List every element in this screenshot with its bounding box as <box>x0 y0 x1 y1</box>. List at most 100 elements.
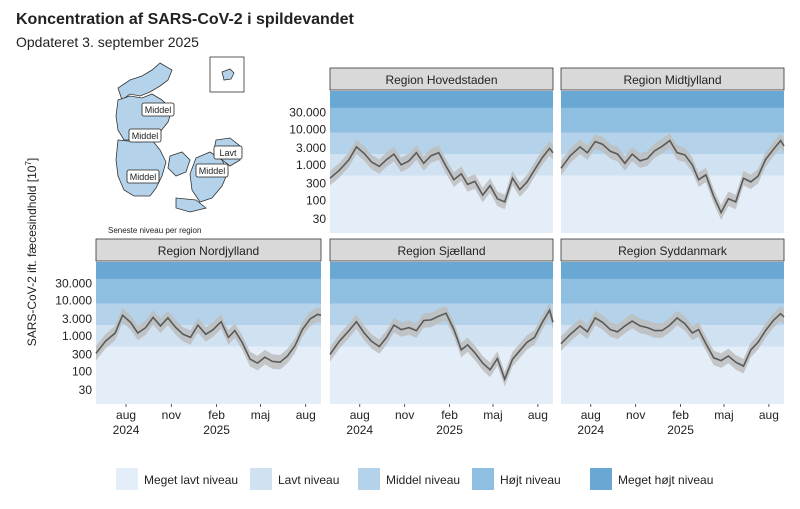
series-line <box>560 139 785 215</box>
x-tick-label: nov <box>395 408 414 422</box>
legend-swatch <box>590 468 612 490</box>
y-axis-label-main: SARS-CoV-2 ift. fæcesindhold [10 <box>25 165 39 346</box>
level-band <box>330 262 553 279</box>
nordjylland-shape <box>117 62 173 101</box>
lolland-shape <box>175 197 207 213</box>
y-tick-label: 1.000 <box>62 329 92 343</box>
x-tick-label: aug <box>296 408 316 422</box>
y-tick-label: 300 <box>306 176 326 190</box>
map-label-text: Lavt <box>219 148 237 158</box>
panel-title: Region Hovedstaden <box>385 73 497 87</box>
x-tick-label: nov <box>626 408 645 422</box>
uncertainty-band <box>330 302 553 387</box>
map-label-midtjylland: Middel <box>128 128 162 143</box>
map-caption: Seneste niveau per region <box>108 226 201 235</box>
bornholm-shape <box>221 68 235 81</box>
y-axis-label: SARS-CoV-2 ift. fæcesindhold [107] <box>24 158 39 347</box>
legend: Meget lavt niveau Lavt niveau Middel nivea… <box>116 468 713 490</box>
x-year-label: 2024 <box>113 423 140 437</box>
panel-strip <box>329 238 554 262</box>
facet-panel: Region Midtjylland <box>560 67 785 233</box>
y-tick-label: 30.000 <box>289 105 326 119</box>
legend-swatch <box>358 468 380 490</box>
series-line <box>329 145 554 203</box>
y-axis-label-end: ] <box>25 158 39 161</box>
y-tick-label: 3.000 <box>296 141 326 155</box>
panel-strip <box>560 238 785 262</box>
map-label-text: Middel <box>145 105 172 115</box>
series-line <box>329 308 554 382</box>
fyn-shape <box>167 151 191 177</box>
level-band <box>561 303 784 326</box>
y-tick-label: 3.000 <box>62 312 92 326</box>
map-label-nordjylland: Middel <box>141 102 175 117</box>
x-tick-label: nov <box>162 408 181 422</box>
facet-panels: Region Hovedstaden 30 100 300 1.000 3.000 10.0… <box>55 67 785 437</box>
map-label-syddanmark: Middel <box>126 169 160 184</box>
panel-strip <box>329 67 554 91</box>
level-band <box>330 91 553 108</box>
x-year-label: 2025 <box>436 423 463 437</box>
panel-title: Region Sjælland <box>397 244 485 258</box>
map-label-text: Middel <box>132 131 159 141</box>
x-tick-label: maj <box>483 408 502 422</box>
legend-label: Højt niveau <box>500 473 561 487</box>
denmark-map: Middel Middel Middel Middel Lavt Seneste… <box>108 56 245 235</box>
map-label-hovedstaden: Lavt <box>213 145 243 160</box>
legend-swatch <box>116 468 138 490</box>
y-tick-label: 300 <box>72 347 92 361</box>
x-year-label: 2024 <box>346 423 373 437</box>
level-band <box>561 107 784 133</box>
x-tick-label: maj <box>714 408 733 422</box>
y-axis-label-sup: 7 <box>24 161 33 166</box>
x-tick-label: feb <box>441 408 458 422</box>
y-tick-label: 1.000 <box>296 158 326 172</box>
level-band <box>330 278 553 304</box>
legend-label: Meget lavt niveau <box>144 473 238 487</box>
chart-subtitle: Opdateret 3. september 2025 <box>16 34 199 50</box>
x-tick-label: aug <box>528 408 548 422</box>
legend-label: Lavt niveau <box>278 473 339 487</box>
legend-label: Meget højt niveau <box>618 473 713 487</box>
uncertainty-band <box>96 307 321 371</box>
level-band <box>96 262 321 279</box>
panel-title: Region Midtjylland <box>623 73 721 87</box>
level-band <box>561 262 784 279</box>
series-line <box>560 312 785 368</box>
y-tick-label: 100 <box>306 193 326 207</box>
x-tick-label: aug <box>116 408 136 422</box>
panel-title: Region Syddanmark <box>618 244 728 258</box>
y-tick-label: 30.000 <box>55 276 92 290</box>
x-year-label: 2024 <box>577 423 604 437</box>
x-tick-label: aug <box>350 408 370 422</box>
legend-swatch <box>250 468 272 490</box>
map-label-text: Middel <box>199 166 226 176</box>
level-band <box>330 132 553 155</box>
x-year-label: 2025 <box>203 423 230 437</box>
x-tick-label: aug <box>581 408 601 422</box>
facet-panel: Region Nordjylland 30 100 300 1.000 3.000 10.0… <box>55 238 322 437</box>
legend-swatch <box>472 468 494 490</box>
y-tick-label: 10.000 <box>55 293 92 307</box>
y-tick-label: 30 <box>79 383 93 397</box>
legend-label: Middel niveau <box>386 473 460 487</box>
y-tick-label: 100 <box>72 364 92 378</box>
x-tick-label: aug <box>759 408 779 422</box>
panel-strip <box>560 67 785 91</box>
level-band <box>561 278 784 304</box>
level-band <box>561 91 784 108</box>
panel-strip <box>95 238 322 262</box>
y-tick-label: 30 <box>313 212 327 226</box>
level-band <box>96 278 321 304</box>
x-tick-label: feb <box>672 408 689 422</box>
x-tick-label: maj <box>251 408 270 422</box>
level-band <box>561 154 784 176</box>
map-label-sjaelland: Middel <box>195 163 229 178</box>
syddanmark-shape <box>115 139 167 197</box>
level-band <box>330 107 553 133</box>
facet-panel: Region Hovedstaden 30 100 300 1.000 3.000 10.0… <box>289 67 554 233</box>
x-year-label: 2025 <box>667 423 694 437</box>
